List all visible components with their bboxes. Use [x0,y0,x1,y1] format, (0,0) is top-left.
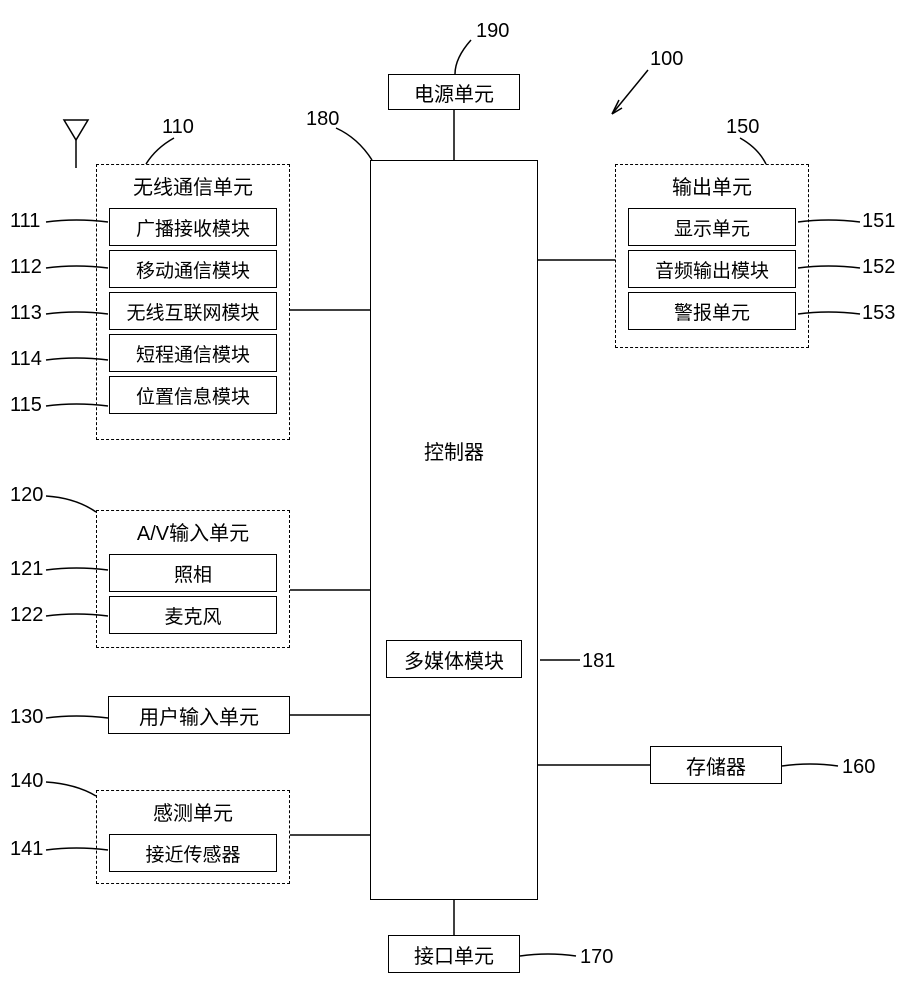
diagram-stage: 电源单元 190 100 控制器 180 多媒体模块 181 无线通信单元 广播… [0,0,918,1000]
ref-153: 153 [862,302,895,325]
ref-111: 111 [10,210,40,233]
user-input-box: 用户输入单元 [108,696,290,734]
lead-140 [46,778,102,802]
wireless-item-3: 短程通信模块 [109,334,277,372]
memory-label: 存储器 [686,751,746,780]
ref-112: 112 [10,256,42,279]
ref-151: 151 [862,210,895,233]
ref-113: 113 [10,302,42,325]
ref-121: 121 [10,558,43,581]
multimedia-label: 多媒体模块 [404,645,504,674]
ref-190: 190 [476,20,509,43]
ref-100: 100 [650,48,683,71]
output-group: 输出单元 显示单元 音频输出模块 警报单元 [615,164,809,348]
user-input-label: 用户输入单元 [139,701,259,730]
ref-130: 130 [10,706,43,729]
ref-122: 122 [10,604,43,627]
ref-181: 181 [582,650,615,673]
av-item-0: 照相 [109,554,277,592]
wireless-group: 无线通信单元 广播接收模块 移动通信模块 无线互联网模块 短程通信模块 位置信息… [96,164,290,440]
multimedia-box: 多媒体模块 [386,640,522,678]
wireless-title: 无线通信单元 [97,165,289,204]
wireless-item-2: 无线互联网模块 [109,292,277,330]
av-item-1: 麦克风 [109,596,277,634]
ref-114: 114 [10,348,42,371]
ref-170: 170 [580,946,613,969]
ref-152: 152 [862,256,895,279]
ref-110: 110 [162,116,194,139]
output-item-0: 显示单元 [628,208,796,246]
ref-150: 150 [726,116,759,139]
av-title: A/V输入单元 [97,511,289,550]
ref-120: 120 [10,484,43,507]
lead-130 [46,714,110,724]
wireless-item-1: 移动通信模块 [109,250,277,288]
ref-141: 141 [10,838,43,861]
lead-181 [540,654,584,668]
output-item-1: 音频输出模块 [628,250,796,288]
output-title: 输出单元 [616,165,808,204]
lead-100-arrow [604,70,664,130]
av-group: A/V输入单元 照相 麦克风 [96,510,290,648]
lead-120 [46,492,102,516]
interface-box: 接口单元 [388,935,520,973]
interface-label: 接口单元 [414,940,494,969]
lead-160 [782,762,842,772]
ref-140: 140 [10,770,43,793]
antenna-icon [62,118,92,172]
wireless-item-4: 位置信息模块 [109,376,277,414]
memory-box: 存储器 [650,746,782,784]
lead-170 [520,952,580,962]
controller-box: 控制器 [370,160,538,900]
wireless-item-0: 广播接收模块 [109,208,277,246]
power-unit-label: 电源单元 [414,78,494,107]
controller-label: 控制器 [424,436,484,465]
sensing-title: 感测单元 [97,791,289,830]
ref-160: 160 [842,756,875,779]
sensing-group: 感测单元 接近传感器 [96,790,290,884]
ref-180: 180 [306,108,339,131]
sensing-item-0: 接近传感器 [109,834,277,872]
ref-115: 115 [10,394,42,417]
power-unit-box: 电源单元 [388,74,520,110]
output-item-2: 警报单元 [628,292,796,330]
